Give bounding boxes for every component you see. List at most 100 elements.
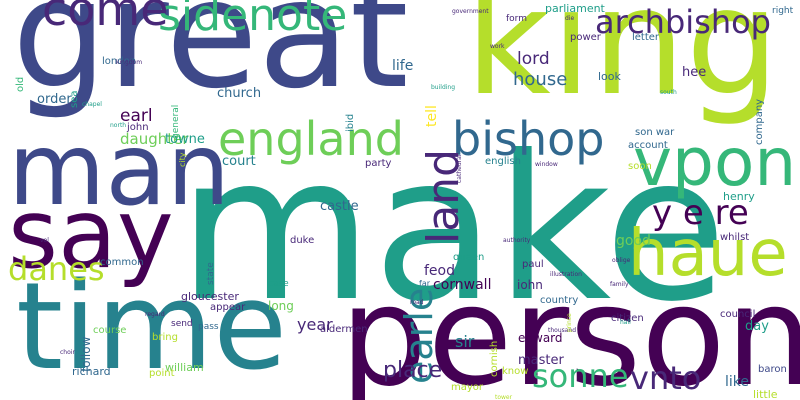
word-sir: sir: [455, 332, 475, 351]
word-person: person: [340, 256, 800, 400]
word-john: john: [127, 122, 149, 133]
word-point: point: [149, 368, 175, 379]
word-regard: regard: [145, 311, 165, 318]
word-case: case: [268, 279, 289, 289]
word-vpon: vpon: [633, 124, 797, 201]
word-council: council: [720, 309, 756, 320]
word-english: english: [485, 156, 521, 167]
word-city: city: [178, 152, 187, 168]
word-y-e-re: y e re: [652, 193, 749, 233]
word-great: great: [12, 0, 409, 122]
word-court: court: [222, 154, 256, 169]
word-earl: earl: [120, 106, 153, 126]
word-iohn: iohn: [517, 278, 543, 292]
word-die: die: [565, 15, 575, 22]
word-work: work: [490, 43, 505, 50]
word-common: common: [100, 257, 144, 268]
word-towne: towne: [165, 132, 205, 147]
word-time: time: [16, 258, 288, 397]
word-queen: queen: [453, 252, 485, 263]
word-window: window: [535, 161, 558, 168]
word-building: building: [431, 84, 456, 91]
word-illustration: illustration: [550, 271, 582, 278]
word-danes: danes: [8, 250, 105, 288]
word-north: north: [110, 122, 127, 129]
word-party: party: [365, 158, 392, 169]
word-aldermen: aldermen: [320, 324, 368, 335]
word-road: road: [410, 299, 424, 306]
word-say: say: [8, 178, 174, 290]
word-england: england: [218, 112, 404, 166]
word-baron: baron: [758, 364, 787, 375]
word-archbishop: archbishop: [595, 3, 771, 41]
word-power: power: [570, 32, 601, 43]
word-thousand: thousand: [548, 327, 577, 334]
word-sonne: sonne: [532, 357, 629, 395]
word-citizen: citizen: [611, 313, 644, 324]
word-south: south: [660, 89, 677, 96]
word-richard: richard: [72, 365, 111, 378]
word-like: like: [725, 374, 750, 390]
word-bring: bring: [152, 332, 178, 343]
word-little: little: [753, 388, 778, 400]
word-lord: lord: [517, 49, 550, 69]
word-state: state: [206, 262, 216, 285]
word-man: man: [8, 111, 231, 228]
word-master: master: [518, 353, 564, 368]
word-church: church: [217, 86, 262, 101]
word-ibid: ibid: [345, 113, 356, 132]
word-good: good: [616, 233, 651, 249]
word-life: life: [392, 58, 414, 74]
word-parliament: parliament: [545, 2, 605, 15]
word-old: old: [15, 76, 26, 92]
word-place: place: [383, 358, 443, 383]
word-vnto: vnto: [630, 359, 702, 397]
word-account: account: [628, 140, 668, 151]
word-day: day: [745, 319, 769, 334]
word-haue: haue: [628, 217, 788, 291]
word-send: send: [171, 319, 193, 329]
word-company: company: [754, 98, 765, 145]
word-look: look: [598, 70, 621, 83]
word-authority: authority: [503, 237, 531, 244]
word-son-war: son war: [635, 127, 675, 138]
word-daughter: daughter: [120, 130, 189, 148]
word-sea: sea: [69, 90, 80, 109]
word-henry: henry: [723, 190, 755, 203]
word-right: right: [772, 6, 794, 16]
word-gloucester: gloucester: [181, 290, 239, 303]
word-sidenote: sidenote: [158, 0, 348, 41]
word-cathedral: cathedral: [456, 154, 463, 183]
word-tower: tower: [495, 394, 513, 400]
word-government: government: [452, 8, 489, 15]
word-tell: tell: [424, 105, 440, 127]
word-bishop: bishop: [452, 112, 605, 166]
word-house: house: [513, 69, 568, 90]
word-oblige: oblige: [612, 257, 631, 264]
word-hall: hall: [620, 319, 631, 326]
word-form: form: [506, 14, 527, 24]
word-soon: soon: [628, 161, 652, 172]
word-come: come: [42, 0, 169, 36]
word-duke: duke: [290, 235, 315, 246]
word-kingdom: kingdom: [116, 59, 143, 66]
word-country: country: [540, 295, 579, 306]
word-pass: pass: [198, 322, 219, 332]
word-edward: edward: [518, 331, 563, 345]
word-far: far: [419, 279, 431, 288]
word-prince: prince: [566, 313, 573, 332]
word-general: general: [171, 104, 181, 139]
word-make: make: [178, 113, 728, 346]
word-long: long: [268, 299, 294, 313]
word-feod: feod: [424, 263, 455, 279]
word-cornwall: cornwall: [433, 277, 492, 293]
word-chapel: chapel: [82, 101, 102, 108]
word-year: year: [297, 315, 333, 334]
word-london: london: [102, 56, 137, 67]
word-paul: paul: [522, 259, 544, 270]
word-order: order: [37, 92, 72, 107]
word-cornish: cornish: [489, 340, 500, 377]
word-vol: vol: [40, 237, 49, 244]
word-family: family: [610, 281, 629, 288]
